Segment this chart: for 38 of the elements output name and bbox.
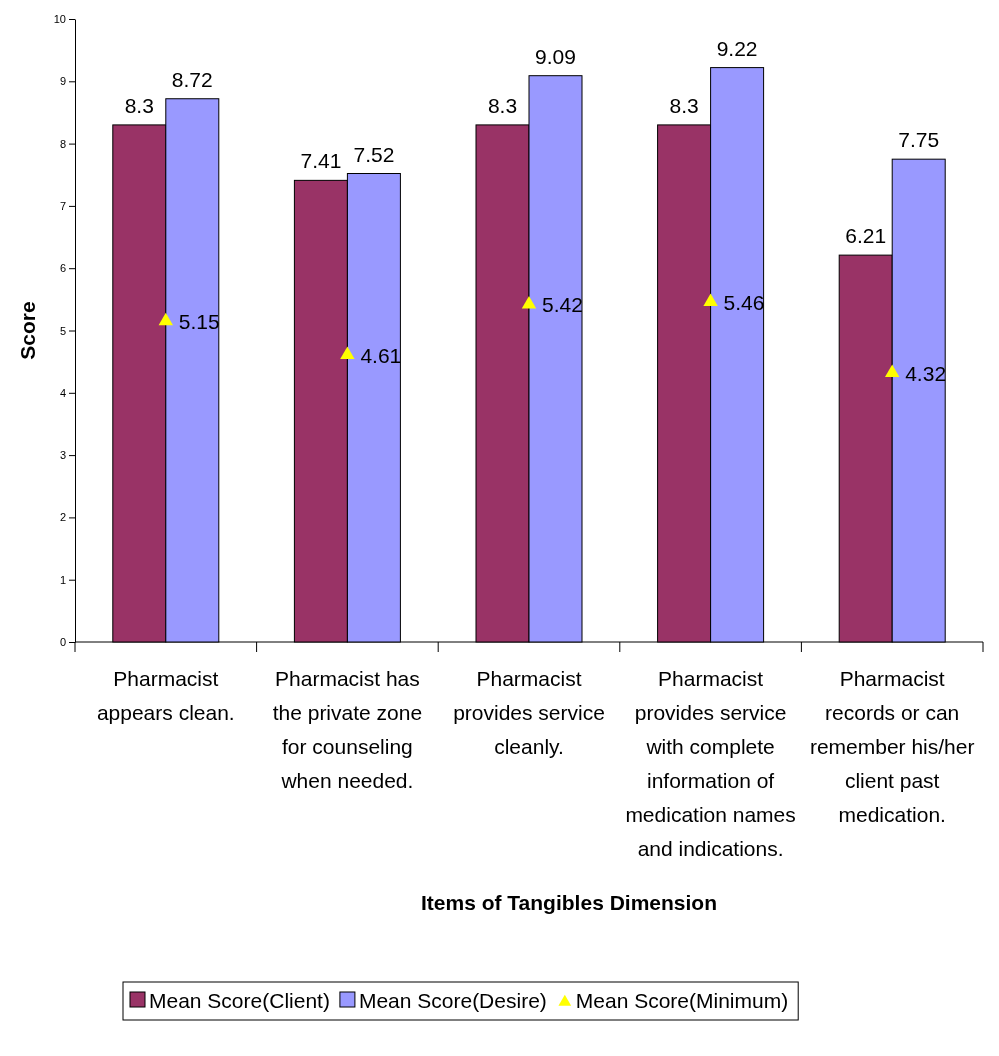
data-label: 4.32: [905, 361, 947, 385]
data-label: 7.75: [898, 128, 940, 152]
x-tick-label: Pharmacist has the private zone for counseling when needed.: [272, 667, 423, 792]
y-tick-label: 4: [59, 386, 66, 399]
data-label: 9.09: [535, 44, 576, 68]
point: [521, 296, 537, 309]
x-tick-label: Pharmacist provides service cleanly.: [453, 667, 605, 758]
y-tick-label: 7: [59, 199, 66, 212]
y-tick-label: 8: [59, 137, 66, 150]
x-tick-label: Pharmacist provides service with complete information of medication names and indications.: [625, 667, 796, 860]
x-tick-label: Pharmacist records or can remember his/her client past medication.: [809, 667, 975, 826]
y-tick-label: 3: [59, 449, 66, 462]
y-tick-label: 5: [59, 324, 66, 337]
legend-label: Mean Score(Desire): [358, 989, 547, 1012]
data-label: 8.72: [171, 67, 213, 91]
y-tick-label: 1: [59, 573, 66, 586]
x-tick-label: Pharmacist appears clean.: [96, 667, 235, 724]
point: [158, 312, 174, 326]
data-label: 7.41: [300, 149, 342, 173]
data-label: 8.3: [124, 93, 154, 117]
y-tick-label: 0: [59, 636, 66, 649]
data-label: 8.3: [669, 93, 699, 117]
y-axis-title: Score: [16, 301, 39, 360]
data-label: 7.52: [353, 142, 395, 166]
data-label: 9.22: [716, 36, 758, 60]
data-label: 5.42: [542, 293, 583, 317]
y-tick-label: 2: [59, 511, 66, 524]
x-axis-title: Items of Tangibles Dimension: [421, 891, 717, 914]
point: [703, 293, 718, 306]
data-label: 6.21: [845, 224, 887, 248]
y-tick-label: 10: [53, 13, 66, 26]
point: [340, 346, 355, 359]
data-label: 8.3: [487, 93, 518, 117]
legend-label: Mean Score(Minimum): [575, 989, 789, 1012]
y-tick-label: 6: [59, 262, 66, 275]
point: [884, 364, 900, 378]
y-tick-label: 9: [59, 75, 66, 88]
legend-label: Mean Score(Client): [149, 989, 330, 1012]
